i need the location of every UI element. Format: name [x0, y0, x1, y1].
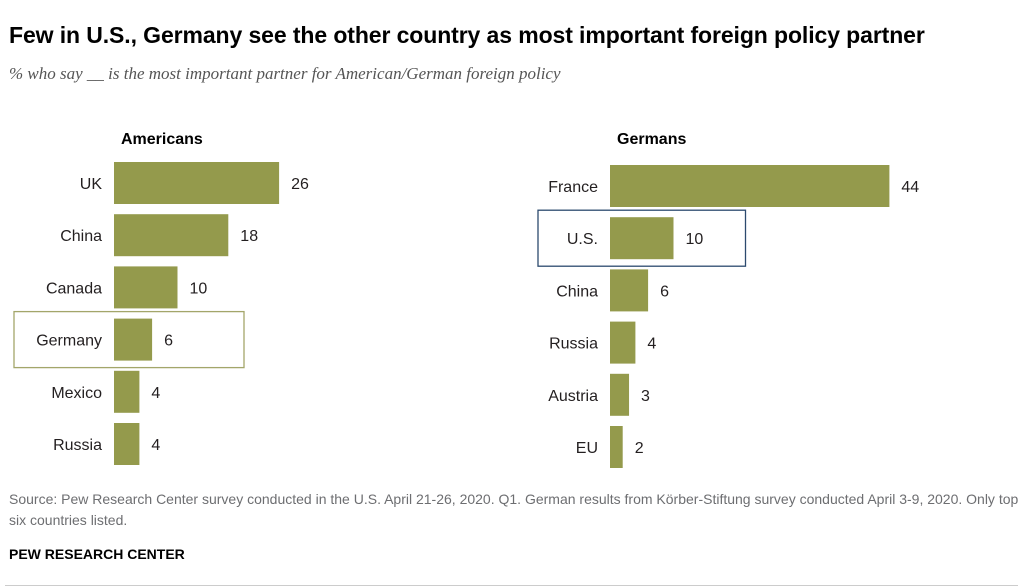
- bar-germans-eu: [610, 426, 623, 468]
- chart-americans: Americans UK 26 China 18 Canada 10 Germany 6 Mexi…: [13, 131, 309, 465]
- value-label-americans-germany: 6: [164, 333, 173, 350]
- value-label-americans-mexico: 4: [151, 385, 160, 402]
- category-label-germans-china: China: [556, 283, 598, 300]
- category-label-americans-uk: UK: [80, 176, 103, 193]
- chart-germans: Germans France 44 U.S. 10 China 6 Russia 4 Austri…: [537, 131, 919, 468]
- bar-americans-russia: [114, 423, 140, 465]
- category-label-americans-russia: Russia: [53, 437, 102, 454]
- panel-title-germans: Germans: [617, 131, 686, 148]
- category-label-germans-u-s: U.S.: [567, 231, 598, 248]
- value-label-americans-russia: 4: [151, 437, 160, 454]
- value-label-americans-china: 18: [240, 228, 258, 245]
- category-label-americans-china: China: [60, 228, 102, 245]
- bar-americans-germany: [114, 318, 153, 361]
- value-label-germans-russia: 4: [647, 336, 656, 353]
- highlight-box-americans: [13, 310, 245, 369]
- value-label-americans-canada: 10: [190, 280, 208, 297]
- chart-subtitle: % who say __ is the most important partn…: [9, 64, 561, 83]
- category-label-americans-canada: Canada: [46, 280, 102, 297]
- bar-americans-mexico: [114, 370, 140, 413]
- brand-label: PEW RESEARCH CENTER: [9, 546, 185, 562]
- value-label-americans-uk: 26: [291, 176, 309, 193]
- bar-germans-china: [610, 269, 649, 312]
- highlight-box-germans: [537, 209, 747, 267]
- bar-germans-austria: [610, 373, 630, 416]
- bottom-divider: [5, 585, 1018, 586]
- category-label-americans-germany: Germany: [36, 333, 102, 350]
- category-label-germans-eu: EU: [576, 440, 598, 457]
- bar-americans-china: [114, 214, 229, 257]
- source-note: Source: Pew Research Center survey condu…: [9, 491, 1019, 528]
- value-label-germans-u-s: 10: [686, 231, 704, 248]
- value-label-germans-france: 44: [901, 179, 919, 196]
- category-label-germans-austria: Austria: [548, 388, 598, 405]
- value-label-germans-china: 6: [660, 283, 669, 300]
- chart-title: Few in U.S., Germany see the other count…: [9, 22, 925, 48]
- category-label-germans-france: France: [548, 179, 598, 196]
- value-label-germans-eu: 2: [635, 440, 644, 457]
- panel-title-americans: Americans: [121, 131, 203, 148]
- bar-americans-uk: [114, 162, 280, 204]
- category-label-germans-russia: Russia: [549, 336, 598, 353]
- category-label-americans-mexico: Mexico: [51, 385, 102, 402]
- bar-germans-russia: [610, 321, 636, 364]
- bar-germans-france: [610, 165, 890, 207]
- bar-americans-canada: [114, 266, 178, 309]
- bar-germans-u-s: [610, 217, 674, 260]
- value-label-germans-austria: 3: [641, 388, 650, 405]
